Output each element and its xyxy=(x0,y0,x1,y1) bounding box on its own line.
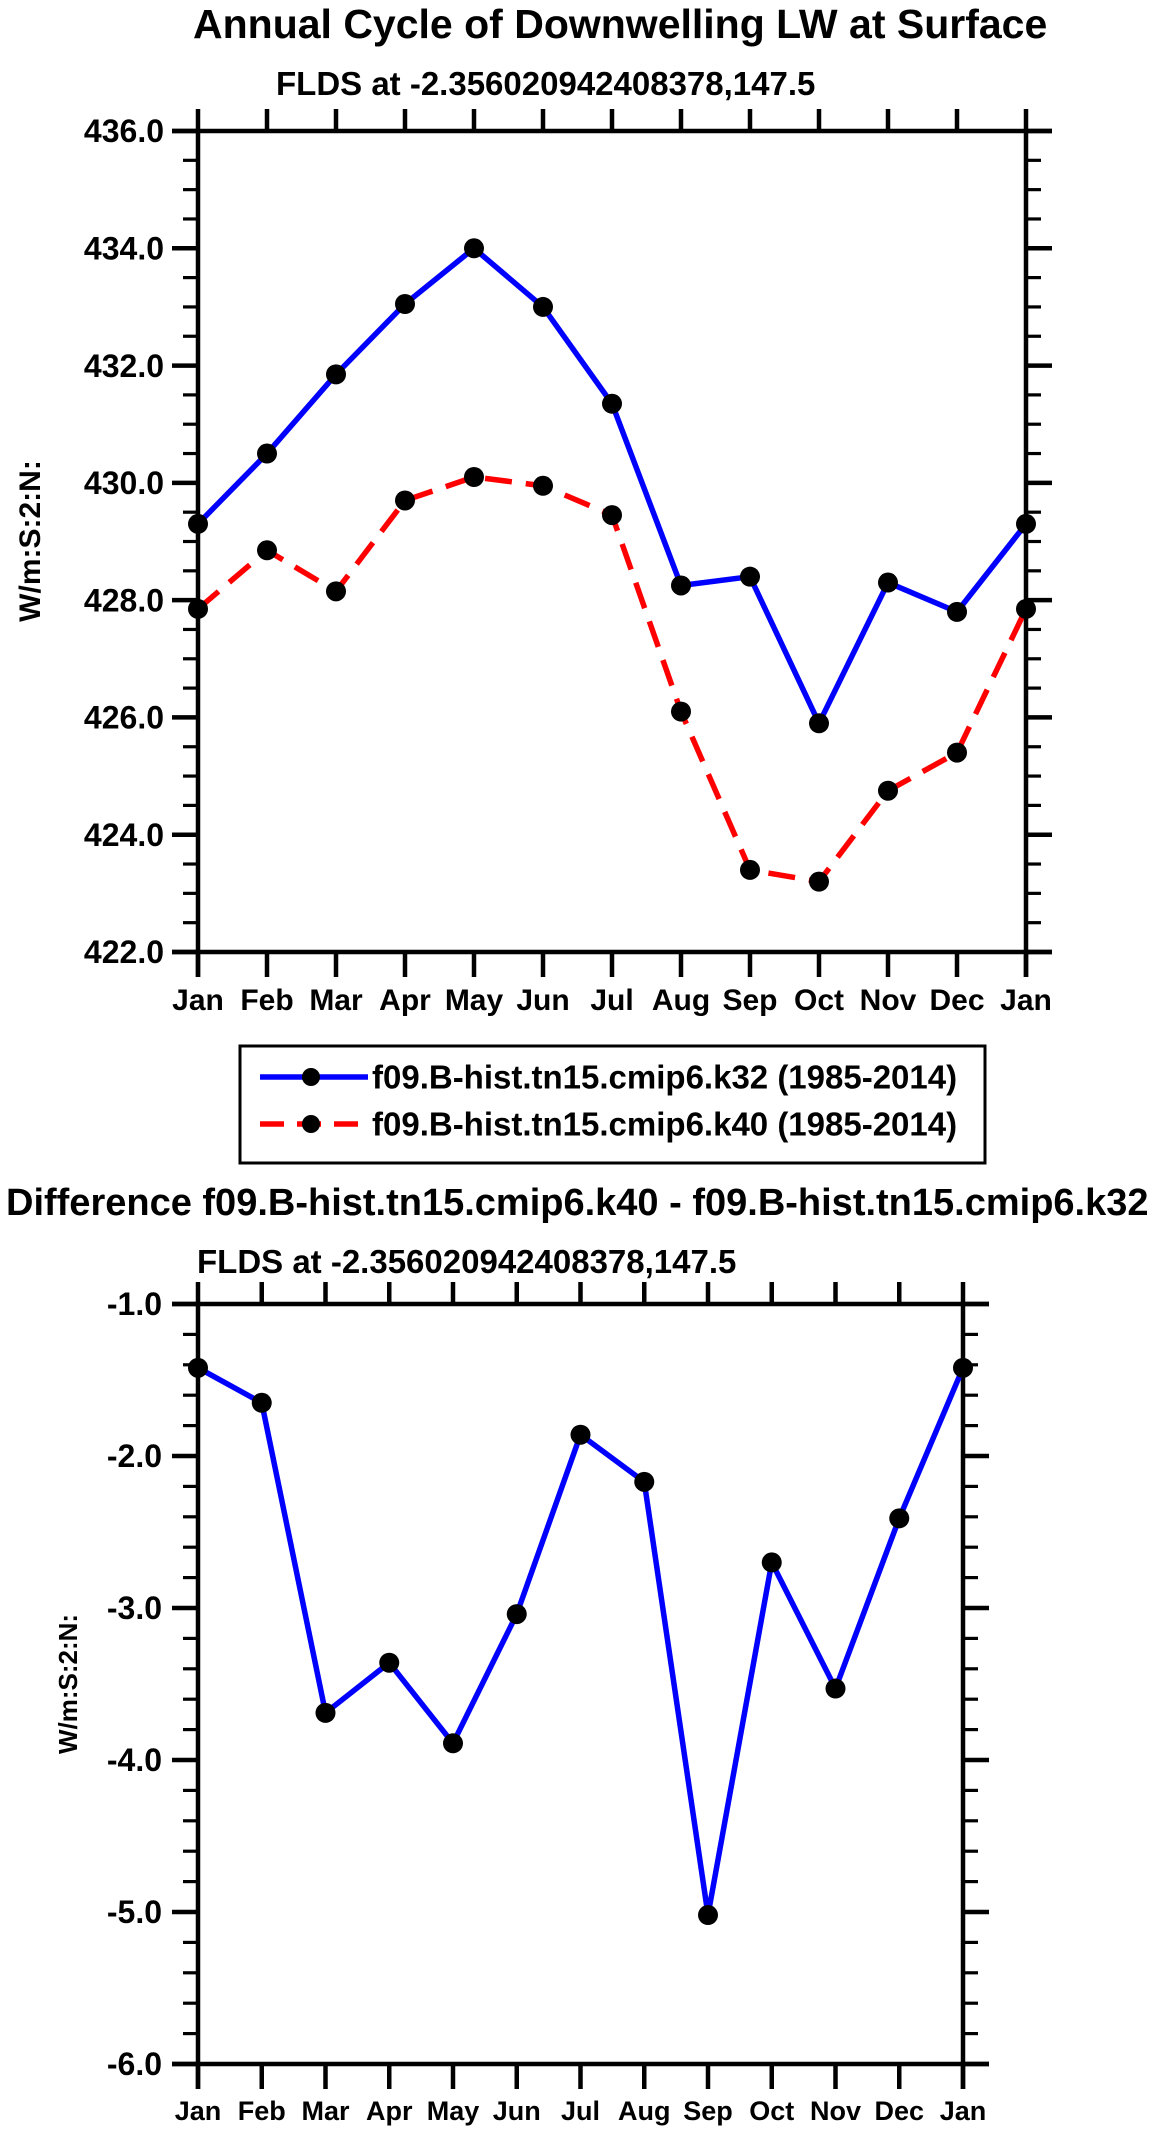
data-point-marker xyxy=(464,466,484,487)
x-tick-label-month: Jun xyxy=(493,2096,541,2126)
series-line-difference xyxy=(196,1365,966,1918)
data-point-marker xyxy=(533,475,553,496)
x-tick-label-month: Jan xyxy=(172,984,224,1017)
data-point-marker xyxy=(395,293,415,314)
data-point-marker xyxy=(533,296,553,317)
data-point-marker xyxy=(947,742,967,763)
data-point-marker xyxy=(506,1604,527,1625)
x-tick-label-month: Apr xyxy=(379,984,431,1017)
y-tick-label: 430.0 xyxy=(84,465,164,501)
data-point-marker xyxy=(188,598,208,619)
legend-marker-dot xyxy=(302,1068,320,1086)
data-point-marker xyxy=(326,581,346,602)
data-point-marker xyxy=(1016,513,1036,534)
chart-title: Difference f09.B-hist.tn15.cmip6.k40 - f… xyxy=(6,1182,1149,1224)
data-point-marker xyxy=(889,1508,910,1529)
chart-title: Annual Cycle of Downwelling LW at Surfac… xyxy=(193,1,1047,47)
data-point-marker xyxy=(443,1733,463,1754)
data-point-marker xyxy=(188,1357,208,1378)
y-axis-label: W/m:S:2:N: xyxy=(14,460,47,622)
data-point-marker xyxy=(395,490,415,511)
series-line-k32 xyxy=(196,245,1029,727)
data-point-marker xyxy=(878,572,898,593)
y-tick-label: 436.0 xyxy=(84,113,164,149)
x-tick-label-month: Jan xyxy=(175,2096,222,2126)
data-point-marker xyxy=(188,513,208,534)
data-point-marker xyxy=(947,601,967,622)
x-tick-label-month: Aug xyxy=(652,984,710,1017)
chart-subtitle: FLDS at -2.356020942408378,147.5 xyxy=(276,65,815,102)
data-point-marker xyxy=(602,393,622,414)
y-tick-label: 428.0 xyxy=(84,582,164,618)
legend-box-group: f09.B-hist.tn15.cmip6.k32 (1985-2014) f09… xyxy=(238,1044,987,1165)
x-tick-label-month: Jul xyxy=(590,984,633,1017)
data-point-marker xyxy=(740,566,760,587)
x-tick-label-month: Sep xyxy=(722,984,777,1017)
y-tick-label: 432.0 xyxy=(84,348,164,384)
difference-chart: Difference f09.B-hist.tn15.cmip6.k40 - f… xyxy=(6,1182,1149,2126)
data-point-marker xyxy=(825,1678,846,1699)
legend-frame xyxy=(238,1044,987,1165)
data-point-marker xyxy=(464,238,484,259)
y-tick-label: -2.0 xyxy=(107,1438,162,1474)
data-point-marker xyxy=(878,780,898,801)
x-tick-label-month: Jul xyxy=(561,2096,600,2126)
x-tick-label-month: Jun xyxy=(516,984,569,1017)
x-tick-label-month: Aug xyxy=(618,2096,670,2126)
y-tick-label: 426.0 xyxy=(84,700,164,736)
data-point-marker xyxy=(634,1471,655,1492)
x-tick-label-month: Mar xyxy=(309,984,363,1017)
x-tick-label-month: Dec xyxy=(929,984,984,1017)
y-tick-label: -5.0 xyxy=(107,1894,162,1930)
x-tick-label-month: Sep xyxy=(683,2096,733,2126)
data-point-marker xyxy=(602,505,622,526)
y-tick-label: -1.0 xyxy=(107,1286,162,1322)
x-tick-label-month: Oct xyxy=(749,2096,794,2126)
x-tick-label-month: Dec xyxy=(874,2096,924,2126)
series-line-k40 xyxy=(196,474,1029,885)
y-tick-label: 434.0 xyxy=(84,230,164,266)
x-tick-label-month: Mar xyxy=(301,2096,350,2126)
y-tick-label: 422.0 xyxy=(84,934,164,970)
data-point-marker xyxy=(671,575,691,596)
x-tick-label-month: Nov xyxy=(810,2096,861,2126)
legend-entry-label: f09.B-hist.tn15.cmip6.k32 (1985-2014) xyxy=(372,1059,957,1096)
data-point-marker xyxy=(251,1392,272,1413)
data-point-marker xyxy=(570,1424,591,1445)
x-tick-label-month: Jan xyxy=(940,2096,987,2126)
data-point-marker xyxy=(257,443,277,464)
data-point-marker xyxy=(698,1905,718,1926)
data-point-marker xyxy=(257,540,277,561)
legend-marker-dot xyxy=(302,1115,320,1133)
x-tick-label-month: Oct xyxy=(794,984,844,1017)
chart-subtitle: FLDS at -2.356020942408378,147.5 xyxy=(197,1243,736,1280)
data-point-marker xyxy=(809,713,829,734)
data-point-marker xyxy=(671,701,691,722)
data-point-marker xyxy=(809,871,829,892)
data-point-marker xyxy=(315,1702,336,1723)
y-tick-label: -3.0 xyxy=(107,1590,162,1626)
x-tick-label-month: Feb xyxy=(240,984,293,1017)
data-point-marker xyxy=(740,859,760,880)
annual-cycle-chart: Annual Cycle of Downwelling LW at Surfac… xyxy=(14,1,1052,1017)
x-tick-label-month: May xyxy=(427,2096,480,2126)
legend-entry-label: f09.B-hist.tn15.cmip6.k40 (1985-2014) xyxy=(372,1106,957,1143)
y-tick-label: 424.0 xyxy=(84,817,164,853)
y-axis-label: W/m:S:2:N: xyxy=(53,1614,83,1754)
data-point-marker xyxy=(326,364,346,385)
x-tick-label-month: Jan xyxy=(1000,984,1052,1017)
x-tick-label-month: Feb xyxy=(238,2096,286,2126)
y-tick-label: -4.0 xyxy=(107,1742,162,1778)
data-point-marker xyxy=(379,1652,400,1673)
data-point-marker xyxy=(953,1357,973,1378)
data-point-marker xyxy=(761,1552,782,1573)
y-tick-label: -6.0 xyxy=(107,2046,162,2082)
data-point-marker xyxy=(1016,598,1036,619)
x-tick-label-month: Nov xyxy=(860,984,917,1017)
x-tick-label-month: Apr xyxy=(366,2096,413,2126)
x-tick-label-month: May xyxy=(445,984,504,1017)
